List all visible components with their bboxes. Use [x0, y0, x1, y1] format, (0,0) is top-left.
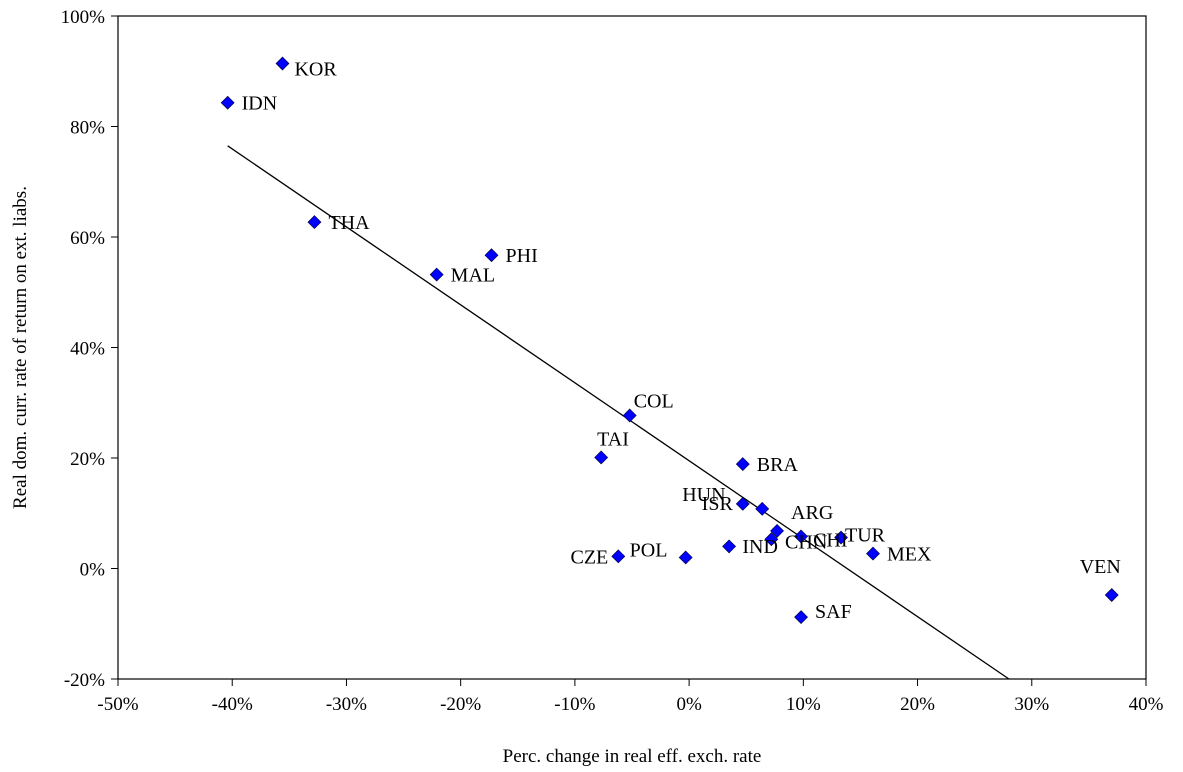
data-point-col	[622, 408, 637, 423]
point-label-isr: ISR	[702, 493, 734, 515]
plot-area-border	[117, 15, 1147, 680]
point-label-hun: HUN	[682, 484, 725, 506]
x-tick-label: 40%	[1129, 694, 1164, 715]
point-label-bra: BRA	[757, 454, 799, 476]
data-point-tur	[834, 530, 848, 545]
point-label-chi: CHI	[813, 529, 847, 551]
data-point-tai	[594, 450, 609, 465]
y-tick-label: 40%	[70, 339, 105, 360]
point-label-kor: KOR	[294, 59, 337, 81]
trend-line	[227, 145, 1010, 680]
point-label-saf: SAF	[815, 601, 852, 623]
data-point-mal	[429, 267, 444, 282]
x-tick-label: -30%	[326, 694, 367, 715]
data-point-cze	[611, 549, 626, 564]
data-point-isr	[735, 496, 750, 511]
point-label-mex: MEX	[887, 544, 932, 566]
x-tick-label: 10%	[786, 694, 821, 715]
point-label-phi: PHI	[506, 245, 538, 267]
x-axis-title: Perc. change in real eff. exch. rate	[503, 746, 762, 767]
data-point-pol	[678, 550, 693, 565]
point-label-ven: VEN	[1080, 556, 1121, 578]
data-point-mex	[866, 546, 880, 561]
data-point-bra	[735, 457, 750, 472]
point-label-idn: IDN	[242, 93, 278, 115]
data-point-chi	[722, 539, 737, 554]
x-tick-label: 30%	[1014, 694, 1049, 715]
y-axis-title: Real dom. curr. rate of return on ext. l…	[10, 186, 31, 509]
y-tick-label: -20%	[64, 670, 105, 691]
data-point-ven	[1104, 588, 1119, 602]
point-label-tur: TUR	[845, 525, 886, 547]
y-tick-label: 60%	[70, 228, 105, 249]
data-point-ind	[764, 532, 779, 547]
data-point-saf	[794, 610, 808, 625]
y-tick-label: 100%	[61, 7, 106, 28]
x-tick-label: 0%	[676, 694, 702, 715]
data-point-tha	[307, 215, 322, 230]
y-tick-label: 0%	[80, 560, 106, 581]
point-label-tha: THA	[328, 212, 370, 234]
data-point-arg	[770, 524, 784, 538]
x-tick-label: 20%	[900, 694, 935, 715]
x-tick-label: -20%	[440, 694, 481, 715]
y-tick-label: 80%	[70, 118, 105, 139]
x-tick-label: -10%	[554, 694, 595, 715]
point-label-arg: ARG	[791, 502, 833, 524]
point-label-col: COL	[634, 390, 674, 412]
data-point-kor	[275, 56, 290, 71]
x-tick-label: -50%	[97, 694, 138, 715]
data-point-hun	[755, 501, 770, 516]
point-label-tai: TAI	[597, 428, 629, 450]
point-label-pol: POL	[630, 539, 668, 561]
point-label-chn: CHN	[785, 531, 827, 553]
data-point-idn	[220, 95, 235, 110]
y-tick-label: 20%	[70, 449, 105, 470]
data-point-chn	[794, 529, 808, 544]
point-label-ind: IND	[742, 536, 778, 558]
x-tick-label: -40%	[212, 694, 253, 715]
point-label-mal: MAL	[451, 265, 495, 287]
data-point-phi	[484, 248, 499, 263]
point-label-cze: CZE	[571, 546, 609, 568]
